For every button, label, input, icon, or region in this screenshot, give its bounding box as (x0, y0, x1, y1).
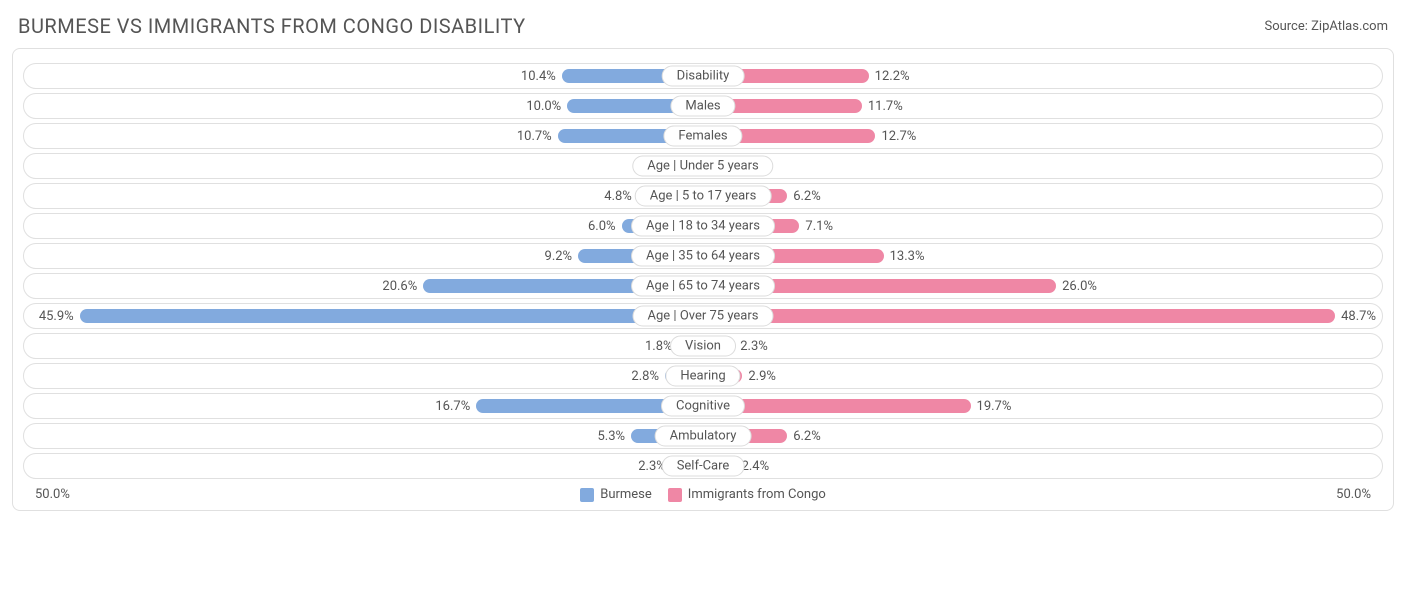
axis-right-end: 50.0% (826, 487, 1371, 502)
row-label: Females (663, 126, 742, 147)
row-right-value: 6.2% (787, 429, 827, 444)
row-right-value: 13.3% (884, 249, 931, 264)
row-right-value: 12.2% (869, 69, 916, 84)
row-left-half: 9.2% (24, 244, 703, 268)
row-label: Ambulatory (655, 426, 752, 447)
chart-row: 5.3% 6.2% Ambulatory (23, 423, 1383, 449)
row-right-value: 48.7% (1335, 309, 1382, 324)
row-left-value: 6.0% (582, 219, 622, 234)
row-label: Disability (662, 66, 745, 87)
row-left-half: 1.8% (24, 334, 703, 358)
chart-row: 10.7% 12.7% Females (23, 123, 1383, 149)
row-left-half: 45.9% (24, 304, 703, 328)
row-right-bar (703, 309, 1335, 323)
row-left-half: 2.8% (24, 364, 703, 388)
chart-title: BURMESE VS IMMIGRANTS FROM CONGO DISABIL… (18, 14, 526, 38)
legend: Burmese Immigrants from Congo (580, 487, 826, 502)
row-left-half: 1.1% (24, 154, 703, 178)
chart-row: 10.4% 12.2% Disability (23, 63, 1383, 89)
chart-row: 1.8% 2.3%Vision (23, 333, 1383, 359)
row-right-value: 2.3% (734, 339, 774, 354)
row-right-value: 2.9% (742, 369, 782, 384)
row-left-half: 6.0% (24, 214, 703, 238)
row-label: Vision (670, 336, 736, 357)
row-left-half: 10.4% (24, 64, 703, 88)
row-right-half: 26.0% (703, 274, 1382, 298)
row-right-half: 6.2% (703, 424, 1382, 448)
row-left-value: 5.3% (591, 429, 631, 444)
row-right-half: 6.2% (703, 184, 1382, 208)
row-label: Self-Care (662, 456, 745, 477)
row-left-value: 10.4% (515, 69, 562, 84)
row-left-half: 20.6% (24, 274, 703, 298)
row-left-value: 16.7% (429, 399, 476, 414)
row-label: Age | 5 to 17 years (635, 186, 772, 207)
row-left-half: 4.8% (24, 184, 703, 208)
row-right-half: 1.1% (703, 154, 1382, 178)
row-left-value: 45.9% (33, 309, 80, 324)
row-right-value: 6.2% (787, 189, 827, 204)
row-right-half: 13.3% (703, 244, 1382, 268)
row-right-half: 2.4% (703, 454, 1382, 478)
row-label: Age | 18 to 34 years (631, 216, 775, 237)
row-right-half: 7.1% (703, 214, 1382, 238)
row-right-half: 2.9% (703, 364, 1382, 388)
row-right-half: 48.7% (703, 304, 1382, 328)
row-left-value: 20.6% (376, 279, 423, 294)
row-right-value: 26.0% (1056, 279, 1103, 294)
chart-rows: 10.4% 12.2% Disability 10.0% 11.7% Males 10.7%… (13, 63, 1393, 479)
row-right-half: 2.3% (703, 334, 1382, 358)
chart-row: 16.7% 19.7% Cognitive (23, 393, 1383, 419)
row-right-value: 12.7% (875, 129, 922, 144)
chart-row: 2.8% 2.9%Hearing (23, 363, 1383, 389)
legend-item-left: Burmese (580, 487, 652, 502)
row-label: Age | 65 to 74 years (631, 276, 775, 297)
row-right-half: 12.7% (703, 124, 1382, 148)
row-label: Cognitive (661, 396, 745, 417)
row-left-half: 10.0% (24, 94, 703, 118)
row-left-value: 10.0% (520, 99, 567, 114)
row-label: Hearing (665, 366, 740, 387)
axis-row: 50.0% Burmese Immigrants from Congo 50.0… (13, 483, 1393, 502)
chart-area: 10.4% 12.2% Disability 10.0% 11.7% Males 10.7%… (12, 48, 1394, 511)
chart-header: BURMESE VS IMMIGRANTS FROM CONGO DISABIL… (0, 0, 1406, 48)
row-right-half: 11.7% (703, 94, 1382, 118)
legend-swatch-left (580, 488, 594, 502)
chart-row: 20.6% 26.0% Age | 65 to 74 years (23, 273, 1383, 299)
legend-item-right: Immigrants from Congo (668, 487, 826, 502)
legend-label-right: Immigrants from Congo (688, 487, 826, 502)
chart-row: 2.3%2.4%Self-Care (23, 453, 1383, 479)
row-left-bar (80, 309, 703, 323)
chart-row: 9.2% 13.3% Age | 35 to 64 years (23, 243, 1383, 269)
row-label: Males (670, 96, 735, 117)
row-left-value: 4.8% (598, 189, 638, 204)
row-label: Age | Under 5 years (632, 156, 773, 177)
row-left-value: 9.2% (539, 249, 579, 264)
row-left-value: 10.7% (511, 129, 558, 144)
chart-source: Source: ZipAtlas.com (1264, 19, 1388, 34)
chart-row: 6.0% 7.1% Age | 18 to 34 years (23, 213, 1383, 239)
chart-row: 1.1%1.1%Age | Under 5 years (23, 153, 1383, 179)
row-right-value: 11.7% (862, 99, 909, 114)
row-right-half: 12.2% (703, 64, 1382, 88)
row-right-value: 19.7% (971, 399, 1018, 414)
legend-label-left: Burmese (600, 487, 652, 502)
legend-swatch-right (668, 488, 682, 502)
row-left-value: 2.8% (625, 369, 665, 384)
row-right-value: 7.1% (799, 219, 839, 234)
row-left-half: 16.7% (24, 394, 703, 418)
row-left-half: 10.7% (24, 124, 703, 148)
axis-left-end: 50.0% (35, 487, 580, 502)
row-left-half: 2.3% (24, 454, 703, 478)
chart-row: 10.0% 11.7% Males (23, 93, 1383, 119)
chart-row: 45.9% 48.7% Age | Over 75 years (23, 303, 1383, 329)
chart-row: 4.8% 6.2% Age | 5 to 17 years (23, 183, 1383, 209)
row-right-half: 19.7% (703, 394, 1382, 418)
row-label: Age | Over 75 years (633, 306, 774, 327)
row-label: Age | 35 to 64 years (631, 246, 775, 267)
row-left-half: 5.3% (24, 424, 703, 448)
